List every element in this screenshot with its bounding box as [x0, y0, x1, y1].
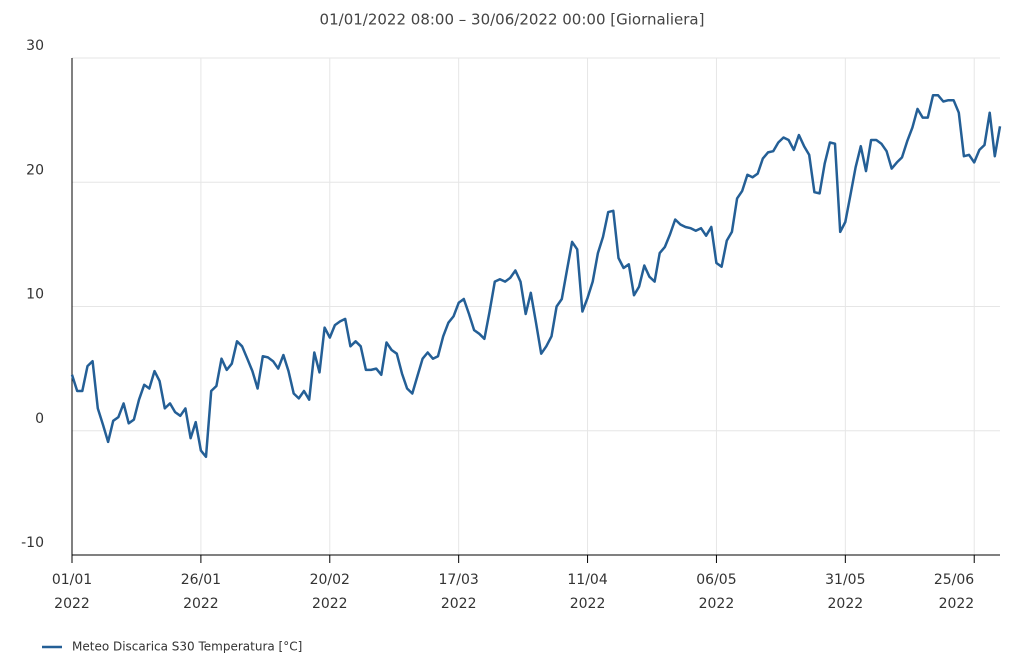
y-tick-label: -10	[21, 535, 44, 551]
y-tick-label: 30	[26, 38, 44, 54]
x-tick-label: 11/04	[567, 572, 607, 588]
line-series	[70, 94, 1002, 459]
x-tick-label: 01/01	[52, 572, 92, 588]
x-tick-label: 2022	[939, 596, 975, 612]
x-tick-label: 2022	[570, 596, 606, 612]
x-tick-label: 2022	[183, 596, 219, 612]
x-tick-label: 31/05	[825, 572, 865, 588]
x-tick-label: 26/01	[181, 572, 221, 588]
chart-title: 01/01/2022 08:00 – 30/06/2022 00:00 [Gio…	[320, 11, 705, 29]
y-tick-label: 20	[26, 162, 44, 178]
y-tick-label: 0	[35, 411, 44, 427]
x-tick-label: 2022	[441, 596, 477, 612]
x-tick-label: 06/05	[696, 572, 736, 588]
x-tick-label: 2022	[312, 596, 348, 612]
x-tick-label: 2022	[699, 596, 735, 612]
x-tick-label: 2022	[828, 596, 864, 612]
x-tick-label: 17/03	[438, 572, 478, 588]
legend-label: Meteo Discarica S30 Temperatura [°C]	[72, 640, 302, 654]
y-tick-label: 10	[26, 287, 44, 303]
x-tick-label: 25/06	[934, 572, 974, 588]
x-tick-label: 20/02	[310, 572, 350, 588]
x-tick-label: 2022	[54, 596, 90, 612]
